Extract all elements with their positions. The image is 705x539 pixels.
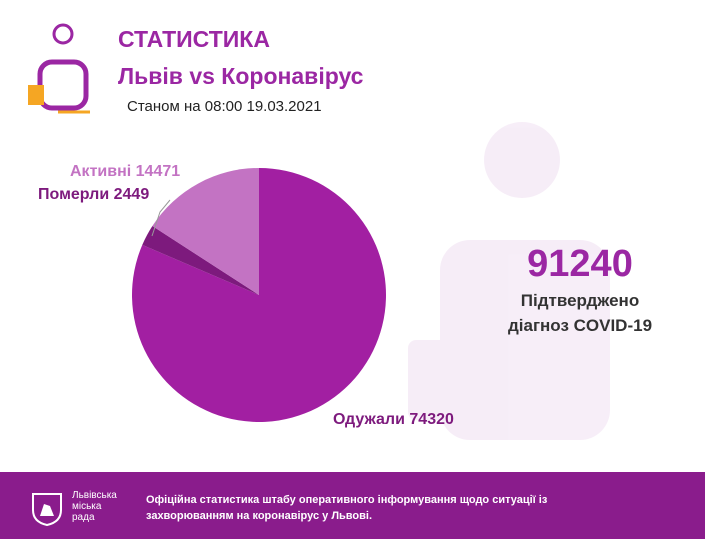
pie-slice [152,168,259,295]
slice-label: Померли 2449 [38,186,149,203]
slice-label: Одужали 74320 [333,411,454,428]
subtitle: Львів vs Коронавірус [118,63,364,89]
background-icon [408,122,610,440]
footer-text: Офіційна статистика штабу оперативного і… [146,494,548,522]
slice-value: 74320 [409,411,454,428]
coat-of-arms [32,493,62,526]
slice-name: Померли [38,186,109,203]
confirmed-label: Підтверджено діагноз COVID-19 [507,291,653,335]
logo-line: Львівська [72,490,117,501]
slice-label: Активні 14471 [70,163,180,180]
slice-name: Одужали [333,411,405,428]
pie-slice [142,226,259,295]
logo-line: міська [72,501,102,512]
logo-text: Львівська міська рада [72,490,117,523]
chart: Одужали 74320 Померли 2449 Активні 14471 [28,23,610,440]
slice-value: 2449 [114,186,150,203]
logo-line: рада [72,512,95,523]
confirmed-value: 91240 [527,243,633,285]
footer [0,472,705,539]
slice-name: Активні [70,163,131,180]
leader-line [151,199,171,237]
date: Станом на 08:00 19.03.2021 [127,98,322,115]
slice-value: 14471 [136,163,181,180]
title: СТАТИСТИКА [118,26,270,52]
logo-icon [28,23,90,114]
